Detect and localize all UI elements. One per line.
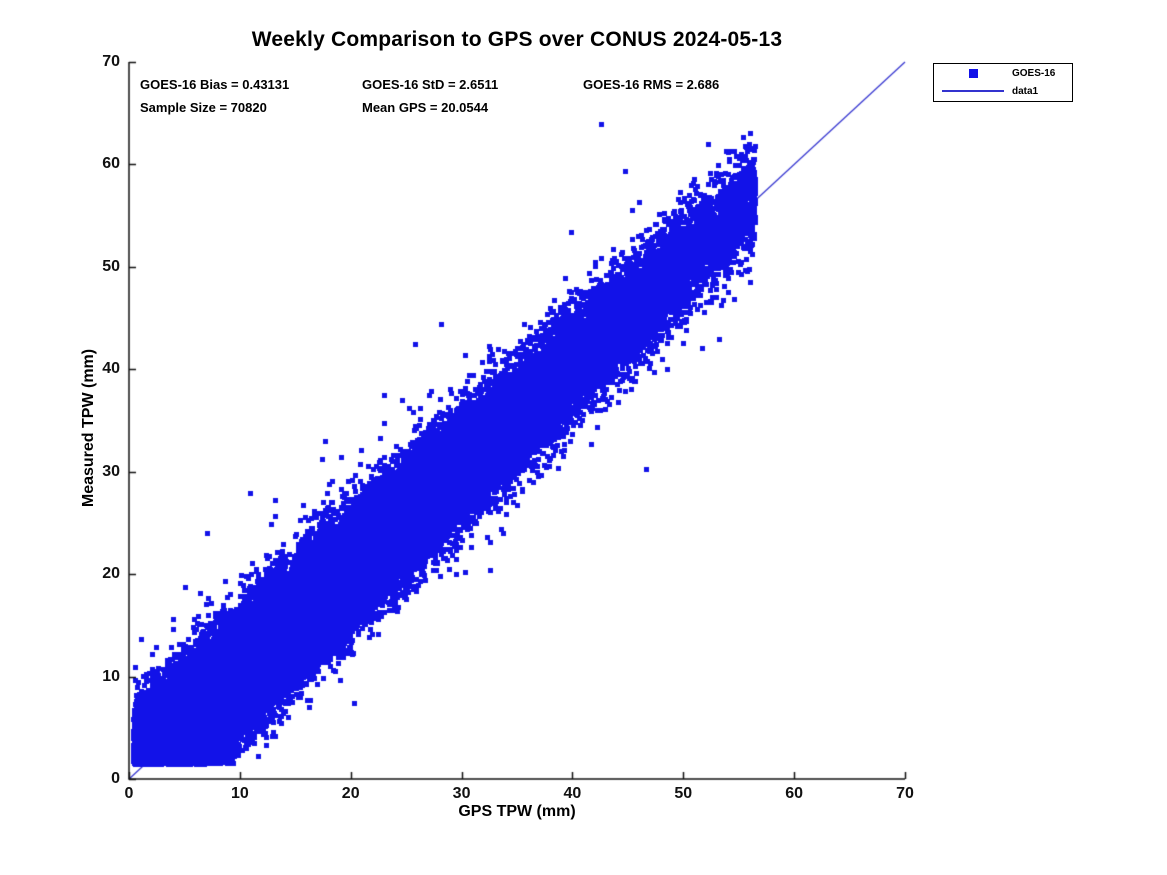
line-sample-icon xyxy=(942,90,1004,93)
stat-std: GOES-16 StD = 2.6511 xyxy=(362,77,499,92)
y-tick-label: 10 xyxy=(102,667,120,685)
y-tick-label: 60 xyxy=(102,155,120,173)
y-tick-label: 70 xyxy=(102,53,120,70)
x-tick-label: 40 xyxy=(563,785,582,802)
x-tick-label: 30 xyxy=(452,785,471,802)
stat-rms: GOES-16 RMS = 2.686 xyxy=(583,77,720,92)
plot-title: Weekly Comparison to GPS over CONUS 2024… xyxy=(251,28,783,51)
stat-bias: GOES-16 Bias = 0.43131 xyxy=(140,77,290,92)
x-tick-label: 20 xyxy=(341,785,360,802)
y-tick-label: 0 xyxy=(111,770,120,787)
legend-item-label: data1 xyxy=(1012,85,1039,97)
x-tick-label: 10 xyxy=(230,785,249,802)
stat-sample-size: Sample Size = 70820 xyxy=(140,100,267,115)
legend-swatch xyxy=(942,90,1004,93)
x-tick-label: 0 xyxy=(124,785,134,802)
legend-swatch xyxy=(942,69,1004,79)
legend: GOES-16 data1 xyxy=(933,63,1073,102)
square-marker-icon xyxy=(968,69,978,79)
x-tick-label: 50 xyxy=(674,785,693,802)
x-axis-label: GPS TPW (mm) xyxy=(458,803,576,820)
x-tick-label: 60 xyxy=(785,785,804,802)
legend-item-label: GOES-16 xyxy=(1012,68,1056,80)
y-tick-label: 50 xyxy=(102,257,120,275)
y-tick-label: 30 xyxy=(102,462,120,480)
legend-item-data1: data1 xyxy=(934,83,1072,99)
y-tick-label: 20 xyxy=(102,565,120,583)
y-tick-label: 40 xyxy=(102,360,120,378)
legend-item-goes16: GOES-16 xyxy=(934,66,1072,82)
stat-mean-gps: Mean GPS = 20.0544 xyxy=(362,100,489,115)
x-tick-label: 70 xyxy=(896,785,914,802)
